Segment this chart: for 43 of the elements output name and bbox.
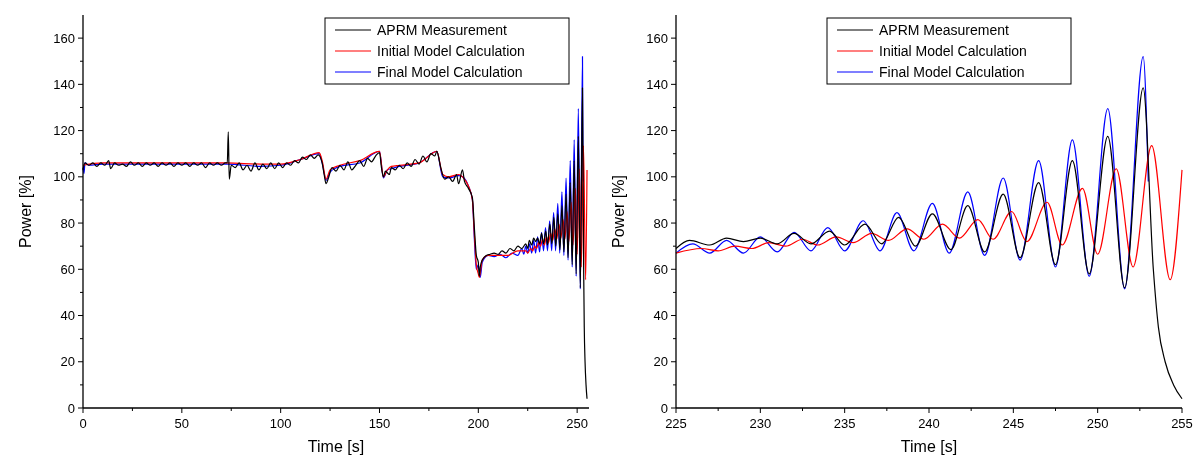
legend-label: Initial Model Calculation bbox=[879, 43, 1027, 59]
y-tick-label: 140 bbox=[53, 76, 75, 92]
x-axis-title: Time [s] bbox=[900, 438, 958, 455]
legend-label: Final Model Calculation bbox=[879, 64, 1025, 80]
y-tick-label: 0 bbox=[660, 400, 668, 416]
x-tick-label: 0 bbox=[79, 416, 87, 431]
y-tick-label: 60 bbox=[60, 261, 75, 277]
y-axis-title: Power [%] bbox=[17, 175, 34, 248]
y-tick-label: 20 bbox=[653, 354, 668, 370]
y-tick-label: 100 bbox=[646, 169, 668, 185]
x-tick-label: 255 bbox=[1171, 416, 1193, 431]
x-tick-label: 230 bbox=[749, 416, 772, 431]
y-tick-label: 120 bbox=[646, 123, 668, 139]
legend-label: APRM Measurement bbox=[377, 22, 508, 38]
legend-label: Initial Model Calculation bbox=[377, 43, 525, 59]
x-tick-label: 245 bbox=[1002, 416, 1025, 431]
x-tick-label: 250 bbox=[1086, 416, 1109, 431]
x-tick-label: 250 bbox=[566, 416, 588, 431]
y-tick-label: 80 bbox=[653, 215, 668, 231]
y-tick-label: 160 bbox=[53, 30, 75, 46]
y-tick-label: 60 bbox=[653, 261, 668, 277]
x-tick-label: 240 bbox=[918, 416, 940, 431]
y-axis-title: Power [%] bbox=[610, 175, 627, 248]
legend-label: Final Model Calculation bbox=[377, 64, 523, 80]
x-axis-title: Time [s] bbox=[307, 438, 365, 455]
line-series bbox=[675, 56, 1149, 290]
x-tick-label: 50 bbox=[174, 416, 190, 431]
y-tick-label: 20 bbox=[60, 354, 75, 370]
x-tick-label: 235 bbox=[833, 416, 856, 431]
line-series bbox=[675, 145, 1183, 281]
x-tick-label: 200 bbox=[467, 416, 490, 431]
x-tick-label: 225 bbox=[665, 416, 687, 431]
y-tick-label: 140 bbox=[646, 76, 668, 92]
y-tick-label: 160 bbox=[646, 30, 668, 46]
y-tick-label: 120 bbox=[53, 123, 75, 139]
y-tick-label: 80 bbox=[60, 215, 75, 231]
y-tick-label: 40 bbox=[653, 308, 668, 324]
x-tick-label: 100 bbox=[269, 416, 292, 431]
y-tick-label: 40 bbox=[60, 308, 75, 324]
x-tick-label: 150 bbox=[368, 416, 391, 431]
y-tick-label: 0 bbox=[67, 400, 75, 416]
y-tick-label: 100 bbox=[53, 169, 75, 185]
legend-label: APRM Measurement bbox=[879, 22, 1010, 38]
